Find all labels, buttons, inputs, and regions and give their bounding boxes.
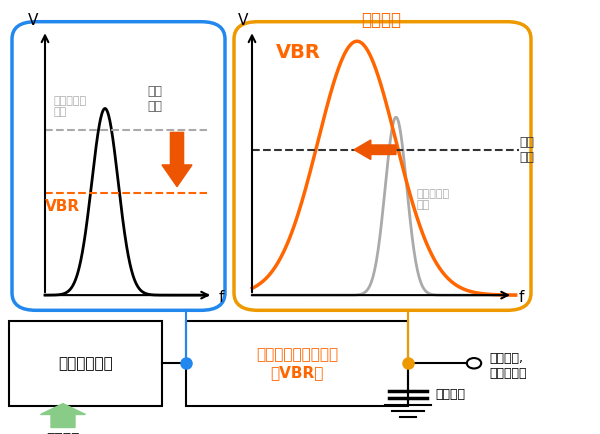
Text: VBR: VBR [276, 43, 321, 62]
Text: 振動発電素子: 振動発電素子 [58, 356, 113, 371]
Text: 出力電圧: 出力電圧 [361, 11, 401, 29]
Text: ダイオード
整流: ダイオード 整流 [54, 95, 87, 117]
FancyBboxPatch shape [186, 321, 408, 406]
Text: 蓄電素子: 蓄電素子 [435, 388, 465, 401]
Text: 低閾値整流昇圧回路
（VBR）: 低閾値整流昇圧回路 （VBR） [256, 347, 338, 380]
Text: V: V [238, 13, 248, 28]
Text: VBR: VBR [45, 199, 80, 214]
FancyArrow shape [41, 404, 85, 427]
Text: ダイオード
整流: ダイオード 整流 [417, 189, 450, 210]
Text: V: V [28, 13, 38, 28]
Text: f: f [519, 290, 524, 305]
FancyBboxPatch shape [9, 321, 162, 406]
FancyBboxPatch shape [12, 22, 225, 310]
Text: 後段回路,
センサなど: 後段回路, センサなど [489, 352, 527, 380]
FancyArrow shape [162, 132, 192, 187]
Text: 閾値
電圧: 閾値 電圧 [147, 85, 162, 113]
Text: f: f [219, 290, 224, 305]
Text: 所望
電圧: 所望 電圧 [519, 136, 534, 164]
FancyBboxPatch shape [234, 22, 531, 310]
Text: 環境振動: 環境振動 [46, 432, 80, 434]
FancyArrow shape [354, 140, 396, 159]
